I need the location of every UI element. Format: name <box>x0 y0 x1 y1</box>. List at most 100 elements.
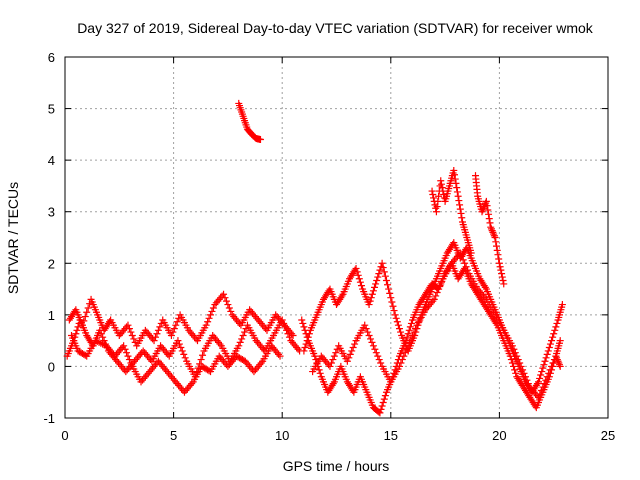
series-trace-h <box>428 166 475 257</box>
data-point <box>519 366 527 374</box>
data-point <box>391 311 399 319</box>
data-point <box>553 354 561 362</box>
data-point <box>238 335 246 343</box>
data-point <box>326 362 334 370</box>
data-point <box>554 357 562 365</box>
data-point <box>388 298 396 306</box>
data-point <box>455 197 463 205</box>
data-point <box>507 356 515 364</box>
data-point <box>301 344 309 352</box>
data-point <box>392 314 400 322</box>
data-point <box>369 342 377 350</box>
data-point <box>385 285 393 293</box>
data-point <box>556 362 564 370</box>
y-tick-label: 1 <box>48 308 55 323</box>
data-point <box>458 214 466 222</box>
data-point <box>435 285 443 293</box>
data-point <box>403 345 411 353</box>
data-point <box>81 313 89 321</box>
data-point <box>227 307 235 315</box>
data-point <box>405 326 413 334</box>
y-axis-label: SDTVAR / TECUs <box>5 182 21 294</box>
data-point <box>486 219 494 227</box>
data-point <box>386 289 394 297</box>
data-point <box>120 342 128 350</box>
data-point <box>381 392 389 400</box>
data-point <box>482 197 490 205</box>
data-point <box>384 281 392 289</box>
data-point <box>409 331 417 339</box>
data-point <box>467 249 475 257</box>
data-point <box>432 208 440 216</box>
data-point <box>349 344 357 352</box>
data-point <box>178 347 186 355</box>
data-point <box>338 292 346 300</box>
data-point <box>181 354 189 362</box>
data-point <box>377 405 385 413</box>
data-point <box>294 345 302 353</box>
data-point <box>330 352 338 360</box>
plot-frame <box>64 56 609 419</box>
data-point <box>375 356 383 364</box>
data-point <box>236 338 244 346</box>
data-point <box>550 330 558 338</box>
data-point <box>125 325 133 333</box>
data-point <box>395 325 403 333</box>
data-point <box>536 390 544 398</box>
data-point <box>345 354 353 362</box>
data-point <box>366 297 374 305</box>
data-point <box>510 345 518 353</box>
data-point <box>551 326 559 334</box>
data-point <box>487 223 495 231</box>
data-point <box>288 330 296 338</box>
data-point <box>558 301 566 309</box>
data-point <box>327 359 335 367</box>
data-point <box>404 342 412 350</box>
data-point <box>390 307 398 315</box>
data-point <box>239 331 247 339</box>
data-point <box>481 294 489 302</box>
data-point <box>378 402 386 410</box>
data-point <box>356 278 364 286</box>
data-point <box>452 179 460 187</box>
data-point <box>394 321 402 329</box>
data-point <box>257 359 265 367</box>
y-tick-label: 6 <box>48 50 55 65</box>
data-point <box>513 352 521 360</box>
data-point <box>154 326 162 334</box>
data-point <box>207 311 215 319</box>
data-point <box>430 295 438 303</box>
data-point <box>357 282 365 290</box>
data-point <box>433 203 441 211</box>
data-point <box>435 192 443 200</box>
data-point <box>362 325 370 333</box>
y-tick-label: -1 <box>43 411 55 426</box>
y-tick-label: 4 <box>48 153 55 168</box>
data-point <box>169 328 177 336</box>
y-tick-label: 0 <box>48 359 55 374</box>
data-point <box>150 337 158 345</box>
data-point <box>379 264 387 272</box>
series-trace-b <box>65 290 297 350</box>
data-point <box>553 319 561 327</box>
data-point <box>372 349 380 357</box>
x-tick-label: 10 <box>275 428 289 443</box>
data-point <box>298 316 306 324</box>
data-point <box>556 337 564 345</box>
data-point <box>451 171 459 179</box>
data-point <box>534 378 542 386</box>
data-point <box>488 227 496 235</box>
data-point <box>433 289 441 297</box>
data-point <box>153 330 161 338</box>
data-point <box>303 337 311 345</box>
data-point <box>374 273 382 281</box>
data-point <box>393 318 401 326</box>
data-point <box>485 215 493 223</box>
data-point <box>376 409 384 417</box>
data-point <box>456 205 464 213</box>
data-point <box>332 349 340 357</box>
x-tick-label: 20 <box>492 428 506 443</box>
data-point <box>436 282 444 290</box>
data-point <box>364 328 372 336</box>
data-point <box>523 376 531 384</box>
